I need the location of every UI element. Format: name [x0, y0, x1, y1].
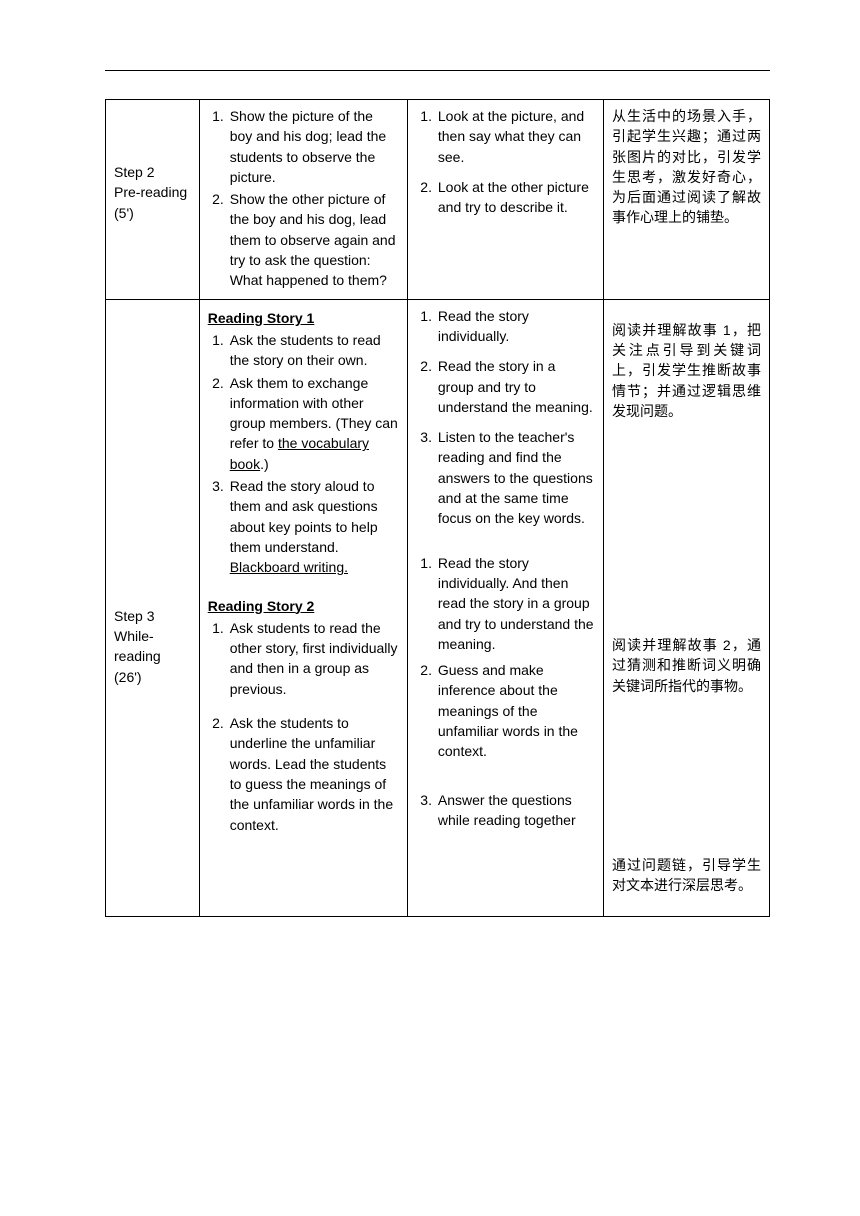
list-item: Look at the picture, and then say what t…	[436, 106, 595, 167]
teacher-list: Ask students to read the other story, fi…	[208, 618, 399, 835]
student-cell: Look at the picture, and then say what t…	[407, 100, 603, 300]
step-label: Step 3While-reading(26')	[114, 608, 161, 685]
purpose-text: 阅读并理解故事 1，把关注点引导到关键词上，引发学生推断故事情节；并通过逻辑思维…	[612, 320, 761, 421]
list-item: Listen to the teacher's reading and find…	[436, 427, 595, 528]
list-item: Look at the other picture and try to des…	[436, 177, 595, 218]
purpose-text: 从生活中的场景入手，引起学生兴趣；通过两张图片的对比，引发学生思考，激发好奇心，…	[612, 106, 761, 228]
student-list: Look at the picture, and then say what t…	[416, 106, 595, 217]
list-item: Show the other picture of the boy and hi…	[228, 189, 399, 290]
teacher-cell: Show the picture of the boy and his dog;…	[199, 100, 407, 300]
step-label: Step 2Pre-reading(5')	[114, 164, 187, 221]
header-rule	[105, 70, 770, 71]
list-item: Ask students to read the other story, fi…	[228, 618, 399, 699]
list-item: Read the story aloud to them and ask que…	[228, 476, 399, 577]
list-item: Read the story individually. And then re…	[436, 553, 595, 654]
teacher-list: Ask the students to read the story on th…	[208, 330, 399, 578]
purpose-text: 阅读并理解故事 2，通过猜测和推断词义明确关键词所指代的事物。	[612, 635, 761, 696]
purpose-text: 通过问题链，引导学生对文本进行深层思考。	[612, 855, 761, 896]
lesson-plan-table: Step 2Pre-reading(5') Show the picture o…	[105, 99, 770, 917]
section-heading: Reading Story 2	[208, 596, 399, 616]
table-row: Step 3While-reading(26') Reading Story 1…	[106, 299, 770, 916]
table-row: Step 2Pre-reading(5') Show the picture o…	[106, 100, 770, 300]
list-item: Read the story individually.	[436, 306, 595, 347]
list-item: Read the story in a group and try to und…	[436, 356, 595, 417]
list-item: Answer the questions while reading toget…	[436, 790, 595, 831]
section-heading: Reading Story 1	[208, 308, 399, 328]
list-item: Guess and make inference about the meani…	[436, 660, 595, 761]
step-cell: Step 2Pre-reading(5')	[106, 100, 200, 300]
purpose-cell: 阅读并理解故事 1，把关注点引导到关键词上，引发学生推断故事情节；并通过逻辑思维…	[603, 299, 769, 916]
list-item: Ask the students to read the story on th…	[228, 330, 399, 371]
list-item: Ask them to exchange information with ot…	[228, 373, 399, 474]
purpose-cell: 从生活中的场景入手，引起学生兴趣；通过两张图片的对比，引发学生思考，激发好奇心，…	[603, 100, 769, 300]
teacher-cell: Reading Story 1 Ask the students to read…	[199, 299, 407, 916]
student-list: Read the story individually. Read the st…	[416, 306, 595, 529]
list-item: Show the picture of the boy and his dog;…	[228, 106, 399, 187]
list-item: Ask the students to underline the unfami…	[228, 713, 399, 835]
step-cell: Step 3While-reading(26')	[106, 299, 200, 916]
student-cell: Read the story individually. Read the st…	[407, 299, 603, 916]
blackboard-link: Blackboard writing.	[230, 559, 348, 575]
teacher-list: Show the picture of the boy and his dog;…	[208, 106, 399, 291]
student-list: Read the story individually. And then re…	[416, 553, 595, 831]
